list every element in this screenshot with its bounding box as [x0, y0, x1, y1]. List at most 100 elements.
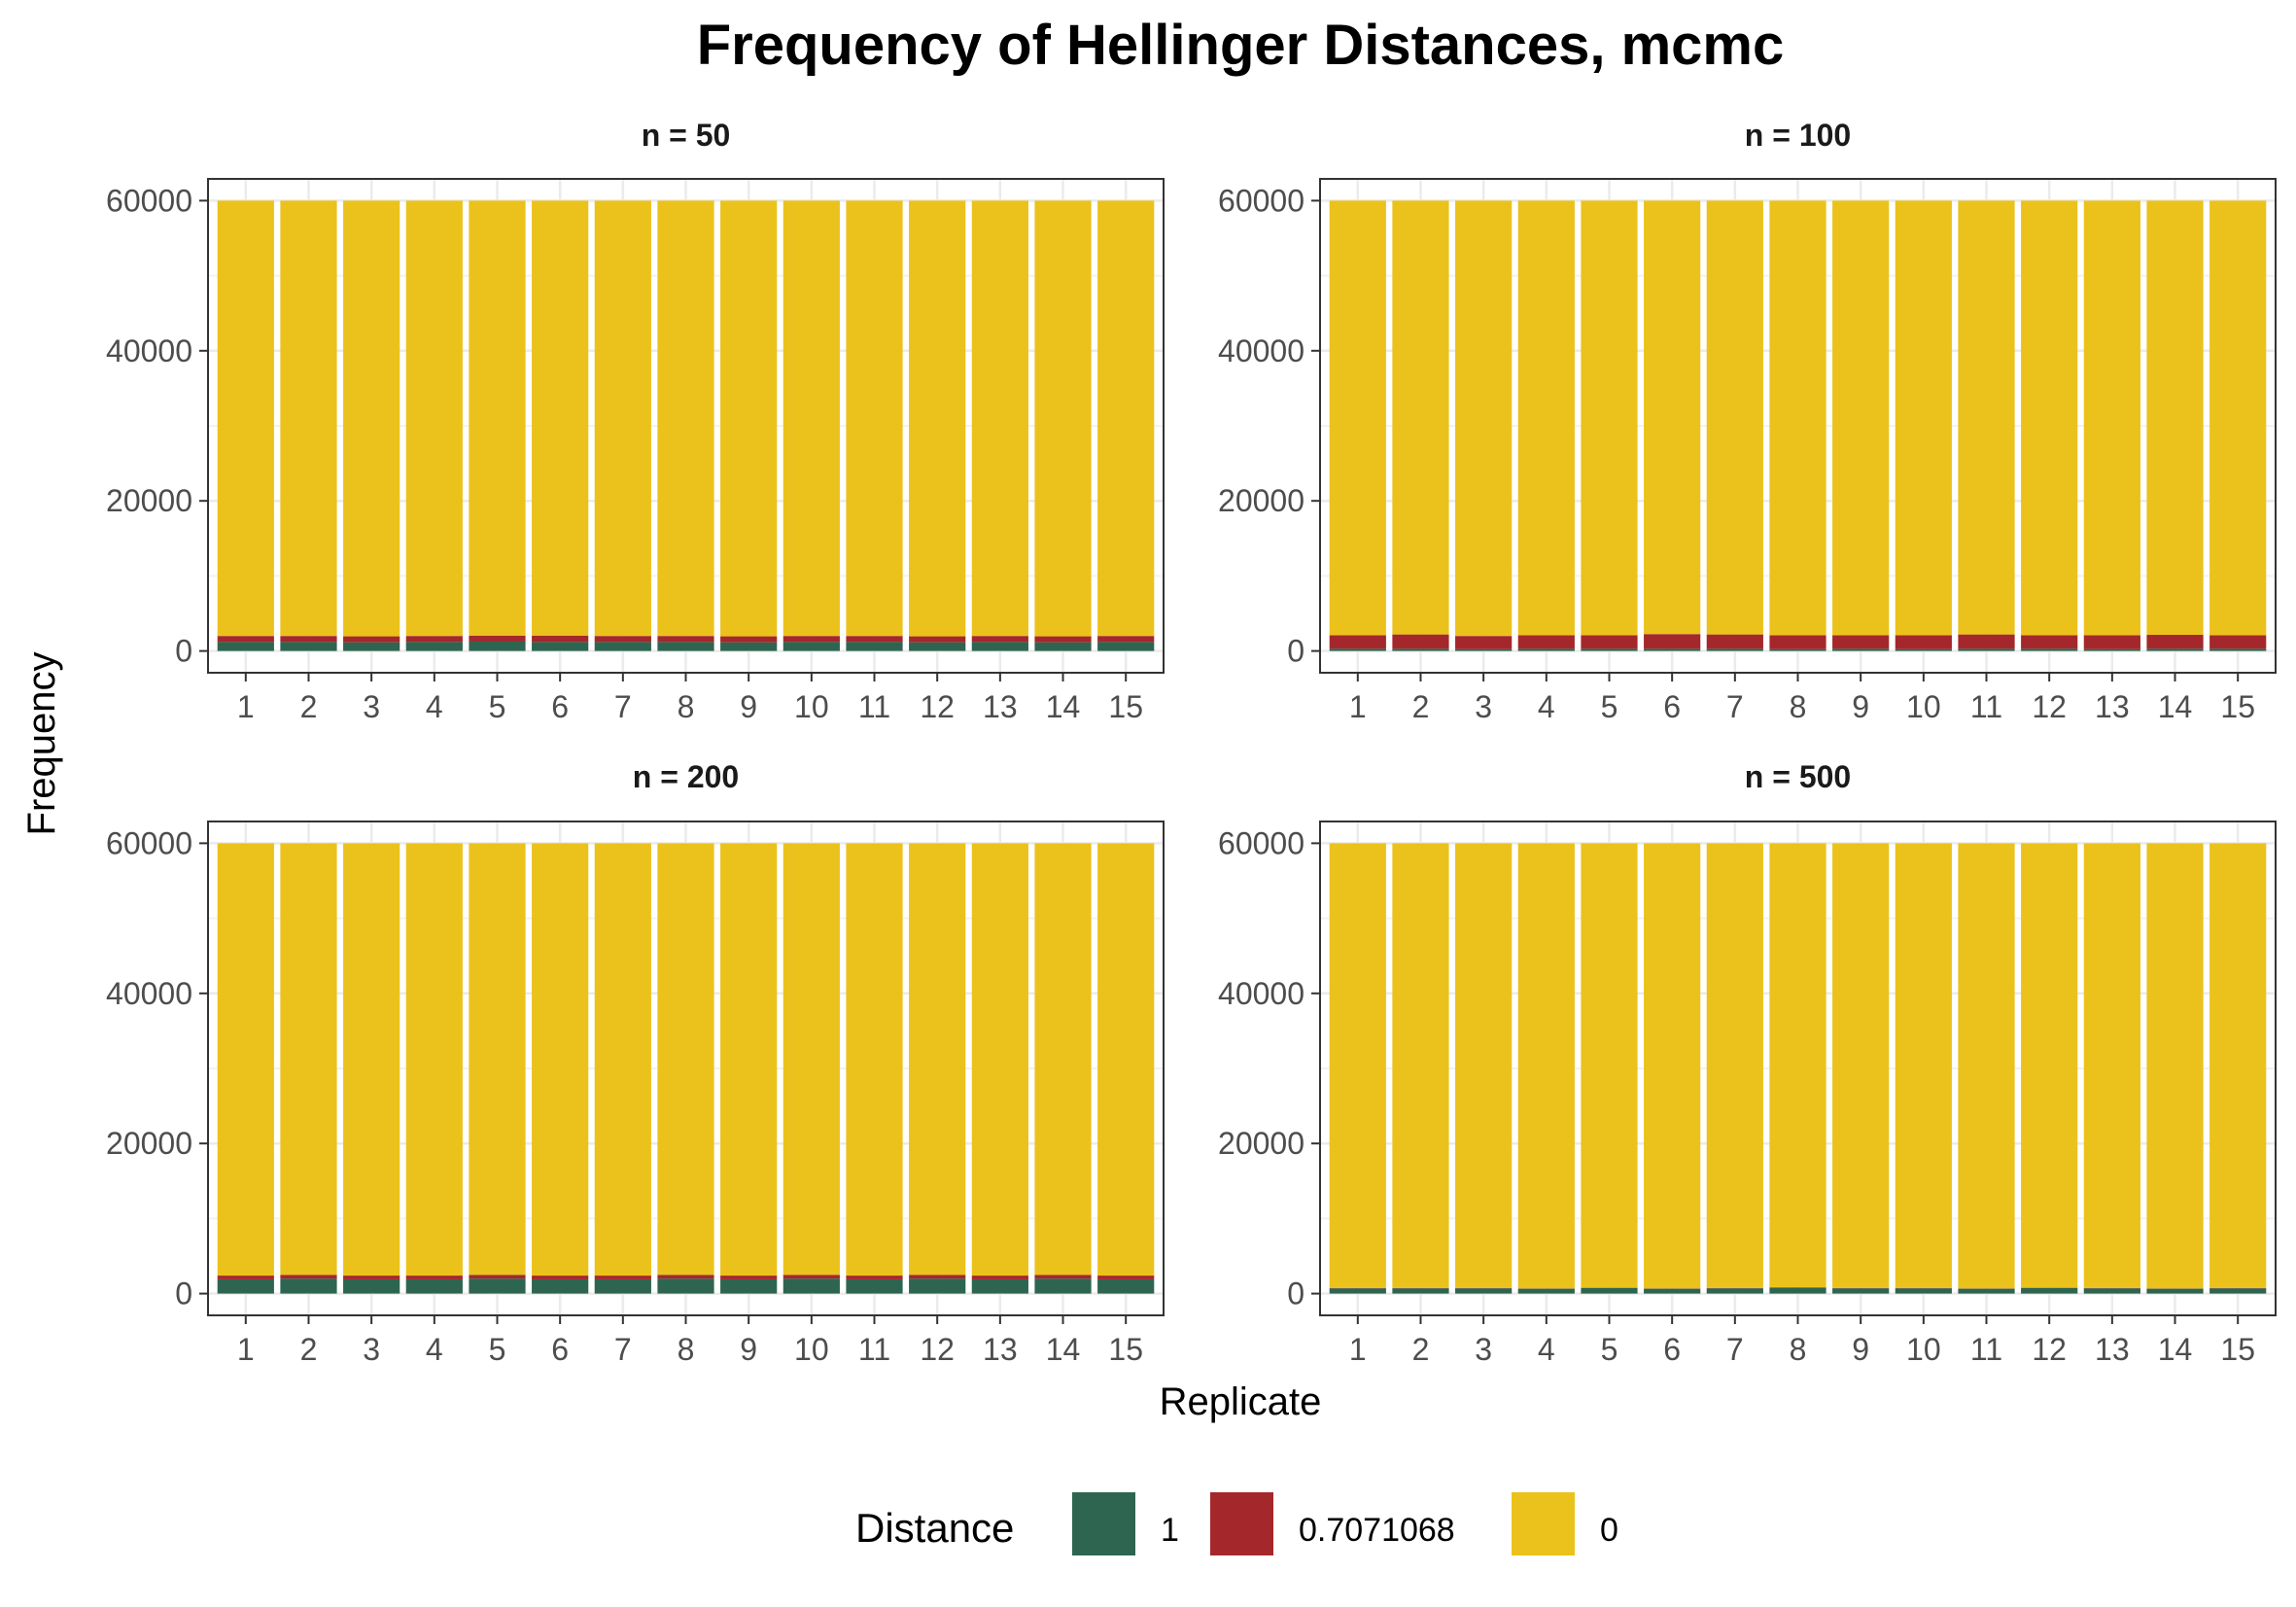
- x-tick-label: 11: [858, 1332, 890, 1367]
- bar-segment: [532, 843, 589, 1276]
- bar-segment: [1832, 200, 1890, 636]
- bar-segment: [343, 1278, 400, 1294]
- panel-title: n = 100: [1745, 118, 1851, 153]
- bar-segment: [1455, 648, 1513, 651]
- y-tick-label: 60000: [1218, 183, 1305, 218]
- x-tick-label: 4: [426, 1332, 443, 1367]
- bar-segment: [2209, 843, 2267, 1288]
- bar-segment: [280, 642, 337, 651]
- bar-segment: [2146, 843, 2204, 1289]
- bar-segment: [405, 1278, 463, 1294]
- x-tick-label: 11: [858, 689, 890, 724]
- bar-segment: [1392, 1288, 1449, 1294]
- bar-segment: [1517, 1288, 1575, 1294]
- bar-segment: [720, 200, 778, 637]
- bar-segment: [594, 1275, 651, 1279]
- bar-segment: [1097, 636, 1155, 643]
- bar-segment: [1958, 843, 2015, 1289]
- bar-segment: [280, 843, 337, 1275]
- legend-title: Distance: [855, 1505, 1014, 1551]
- legend-label: 0: [1600, 1512, 1618, 1549]
- x-tick-label: 1: [1349, 689, 1367, 724]
- bar-segment: [1097, 200, 1155, 637]
- bar-segment: [720, 642, 778, 651]
- bar-segment: [971, 200, 1028, 637]
- bar-segment: [909, 1278, 966, 1294]
- bar-segment: [1644, 648, 1701, 651]
- bar-segment: [657, 636, 714, 643]
- x-tick-label: 2: [1412, 689, 1430, 724]
- bar-segment: [1329, 635, 1386, 649]
- bar-segment: [1895, 1288, 1952, 1294]
- x-tick-label: 3: [363, 689, 380, 724]
- bar-segment: [532, 642, 589, 651]
- bar-segment: [405, 1275, 463, 1279]
- bar-segment: [1034, 642, 1092, 651]
- bar-segment: [971, 1275, 1028, 1279]
- bar-segment: [405, 636, 463, 643]
- bar-segment: [1895, 648, 1952, 651]
- bar-segment: [1034, 636, 1092, 643]
- y-tick-label: 20000: [106, 1126, 192, 1161]
- x-tick-label: 12: [2032, 689, 2067, 724]
- bar-segment: [2083, 1288, 2140, 1294]
- bar-segment: [1769, 635, 1826, 649]
- bar-segment: [2021, 200, 2078, 636]
- x-tick-label: 13: [983, 689, 1018, 724]
- bar-segment: [532, 200, 589, 636]
- bar-segment: [1517, 648, 1575, 651]
- y-tick-label: 0: [1287, 1276, 1305, 1311]
- bar-segment: [280, 1278, 337, 1294]
- x-tick-label: 1: [237, 1332, 255, 1367]
- x-tick-label: 2: [300, 1332, 318, 1367]
- bar-segment: [1958, 634, 2015, 649]
- y-tick-label: 40000: [1218, 333, 1305, 368]
- bar-segment: [909, 200, 966, 637]
- bar-segment: [1097, 1275, 1155, 1279]
- bar-segment: [1769, 1287, 1826, 1294]
- bar-segment: [594, 843, 651, 1276]
- bar-segment: [1644, 200, 1701, 635]
- x-tick-label: 9: [1852, 689, 1869, 724]
- y-tick-label: 60000: [106, 183, 192, 218]
- bar-segment: [1329, 200, 1386, 636]
- bar-segment: [1644, 634, 1701, 649]
- x-tick-label: 12: [920, 1332, 955, 1367]
- bar-segment: [657, 1275, 714, 1279]
- x-tick-label: 5: [1601, 689, 1618, 724]
- bar-segment: [1455, 200, 1513, 637]
- bar-segment: [783, 642, 840, 651]
- x-tick-label: 4: [1538, 1332, 1555, 1367]
- x-tick-label: 7: [614, 689, 632, 724]
- bar-segment: [217, 200, 274, 637]
- bar-segment: [657, 1278, 714, 1294]
- bar-segment: [2021, 635, 2078, 649]
- x-tick-label: 3: [1475, 1332, 1492, 1367]
- x-tick-label: 4: [1538, 689, 1555, 724]
- x-tick-label: 1: [1349, 1332, 1367, 1367]
- bar-segment: [2146, 200, 2204, 636]
- bar-segment: [594, 636, 651, 643]
- bar-segment: [1706, 1288, 1763, 1294]
- bar-segment: [846, 1278, 903, 1294]
- bar-segment: [1895, 843, 1952, 1288]
- bar-segment: [909, 1275, 966, 1279]
- bar-segment: [469, 641, 526, 651]
- x-tick-label: 15: [2220, 1332, 2255, 1367]
- legend-key: [1210, 1492, 1273, 1555]
- bar-segment: [594, 642, 651, 651]
- y-tick-label: 60000: [106, 825, 192, 860]
- bar-segment: [1958, 1288, 2015, 1294]
- bar-segment: [2146, 635, 2204, 649]
- bar-segment: [217, 1275, 274, 1279]
- x-tick-label: 6: [551, 1332, 569, 1367]
- bar-segment: [1644, 1288, 1701, 1294]
- bar-segment: [1832, 1288, 1890, 1294]
- bar-segment: [343, 200, 400, 637]
- x-tick-label: 11: [1970, 1332, 2002, 1367]
- bar-segment: [343, 636, 400, 643]
- bar-segment: [469, 635, 526, 642]
- x-tick-label: 10: [1906, 1332, 1941, 1367]
- x-tick-label: 5: [489, 689, 506, 724]
- x-tick-label: 14: [1046, 689, 1081, 724]
